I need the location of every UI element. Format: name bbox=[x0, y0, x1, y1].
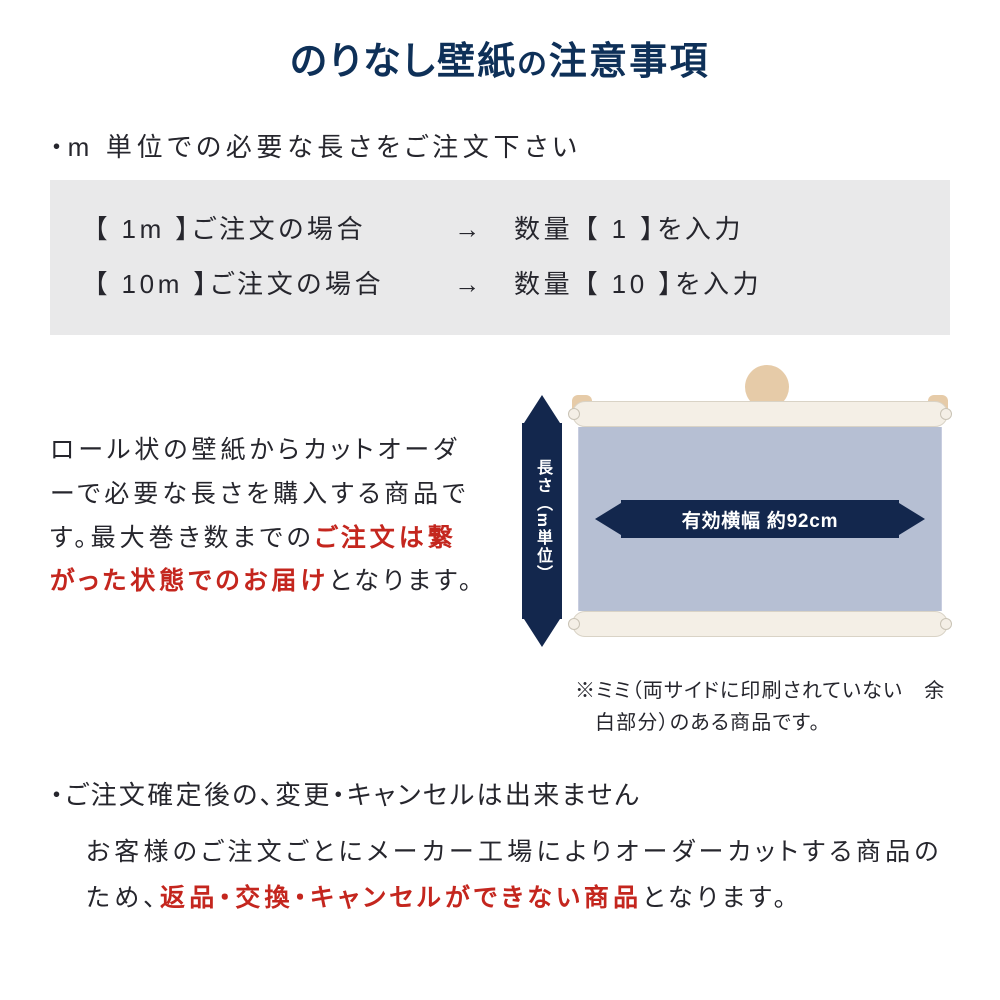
arrow-tip-icon bbox=[524, 395, 560, 423]
arrow-tip-icon bbox=[595, 503, 621, 535]
roll-edge bbox=[572, 401, 948, 427]
wallpaper-roll: 有効横幅 約92cm bbox=[572, 401, 948, 637]
arrow-icon: → bbox=[424, 202, 514, 257]
quantity-example-box: 【 1m 】ご注文の場合 → 数量 【 1 】を入力 【 10m 】ご注文の場合… bbox=[50, 180, 950, 335]
title-main: のりなし壁紙 bbox=[290, 41, 517, 83]
example-row: 【 1m 】ご注文の場合 → 数量 【 1 】を入力 bbox=[94, 202, 920, 257]
arrow-tip-icon bbox=[899, 503, 925, 535]
length-arrow: 長さ（m単位） bbox=[520, 395, 564, 647]
body-emphasis: 返品・交換・キャンセルができない商品 bbox=[160, 884, 642, 912]
width-label: 有効横幅 約92cm bbox=[621, 500, 899, 538]
width-arrow: 有効横幅 約92cm bbox=[595, 500, 925, 538]
title-joiner: の bbox=[518, 48, 549, 81]
page-title: のりなし壁紙の注意事項 bbox=[50, 30, 950, 85]
mimi-note: ※ミミ（両サイドに印刷されていない 余白部分）のある商品です。 bbox=[50, 675, 950, 739]
example-left: 【 1m 】ご注文の場合 bbox=[94, 202, 424, 257]
wallpaper-diagram: 長さ（m単位） 有効横幅 約92cm bbox=[490, 365, 950, 665]
wallpaper-sheet: 有効横幅 約92cm bbox=[578, 427, 942, 611]
roll-edge bbox=[572, 611, 948, 637]
example-right: 数量 【 1 】を入力 bbox=[514, 202, 920, 257]
body-text: となります。 bbox=[642, 884, 790, 912]
cut-order-description: ロール状の壁紙からカットオーダーで必要な長さを購入する商品です。最大巻き数までの… bbox=[50, 365, 478, 604]
length-label: 長さ（m単位） bbox=[522, 423, 562, 619]
desc-text: となります。 bbox=[329, 567, 475, 595]
example-row: 【 10m 】ご注文の場合 → 数量 【 10 】を入力 bbox=[94, 257, 920, 312]
arrow-icon: → bbox=[424, 257, 514, 312]
title-sub: 注意事項 bbox=[549, 41, 710, 83]
example-left: 【 10m 】ご注文の場合 bbox=[94, 257, 424, 312]
arrow-tip-icon bbox=[524, 619, 560, 647]
bullet-order-length: ・m 単位での必要な長さをご注文下さい bbox=[50, 127, 950, 164]
example-right: 数量 【 10 】を入力 bbox=[514, 257, 920, 312]
no-cancel-description: お客様のご注文ごとにメーカー工場によりオーダーカットする商品のため、返品・交換・… bbox=[50, 830, 950, 921]
description-row: ロール状の壁紙からカットオーダーで必要な長さを購入する商品です。最大巻き数までの… bbox=[50, 365, 950, 665]
bullet-no-cancel: ・ご注文確定後の、変更・キャンセルは出来ません bbox=[50, 775, 950, 812]
